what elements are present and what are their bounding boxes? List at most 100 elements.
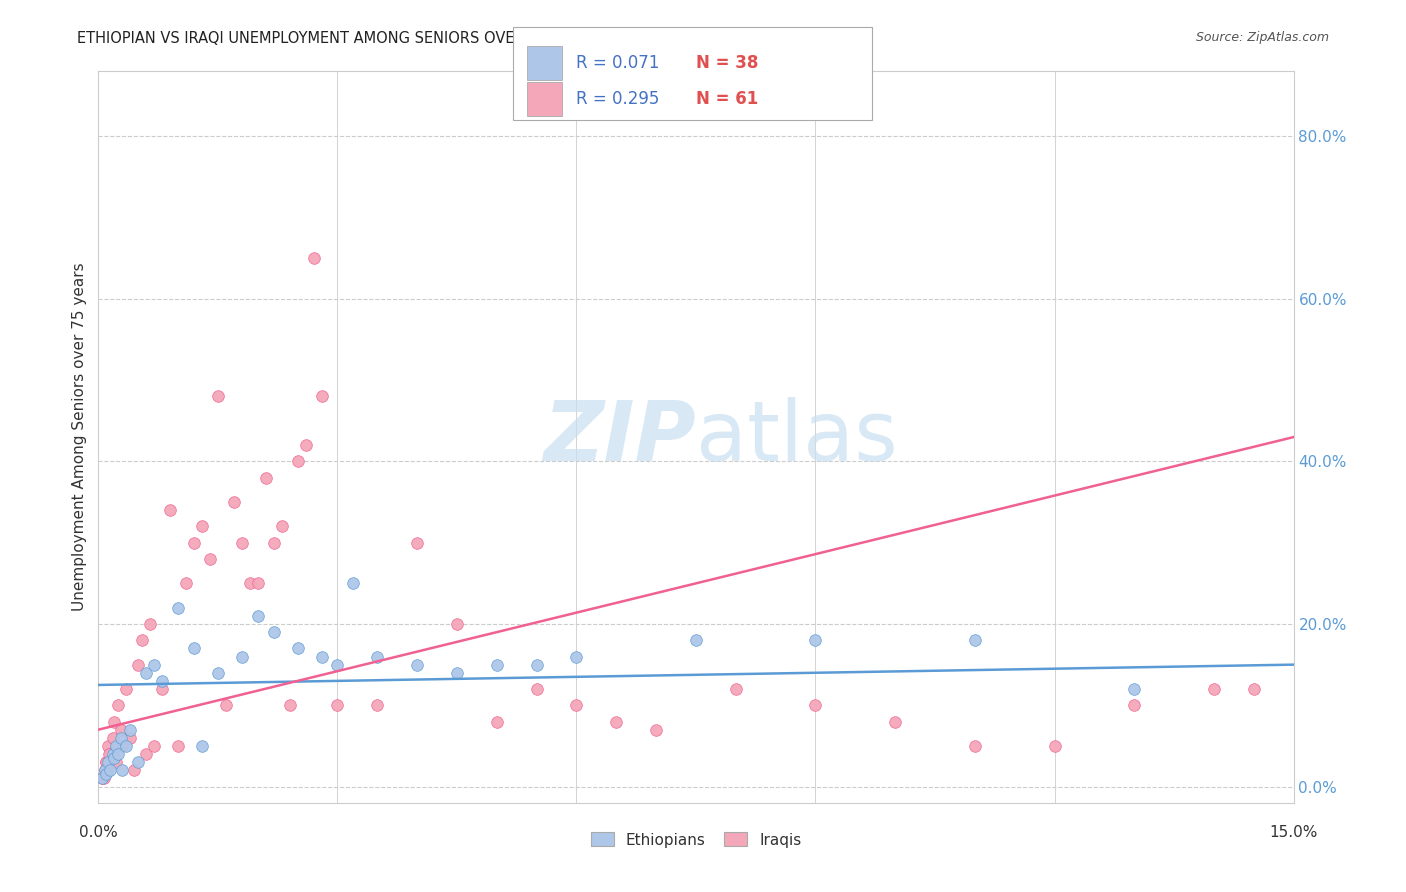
Point	[605, 714, 627, 729]
Point	[111, 739, 134, 753]
Point	[96, 764, 118, 778]
Point	[91, 772, 114, 786]
Point	[231, 535, 253, 549]
Point	[191, 519, 214, 533]
Point	[107, 747, 129, 761]
Point	[366, 649, 388, 664]
Point	[104, 755, 127, 769]
Point	[103, 714, 125, 729]
Text: ZIP: ZIP	[543, 397, 696, 477]
Point	[278, 698, 301, 713]
Point	[150, 673, 173, 688]
Point	[96, 767, 118, 781]
Point	[311, 649, 333, 664]
Point	[94, 764, 117, 778]
Point	[104, 739, 127, 753]
Point	[239, 576, 262, 591]
Point	[485, 657, 508, 672]
Point	[963, 633, 986, 648]
Point	[143, 739, 166, 753]
Point	[131, 633, 153, 648]
Point	[94, 764, 117, 778]
Text: N = 38: N = 38	[696, 54, 758, 72]
Point	[963, 739, 986, 753]
Point	[115, 681, 138, 696]
Point	[326, 657, 349, 672]
Text: ETHIOPIAN VS IRAQI UNEMPLOYMENT AMONG SENIORS OVER 75 YEARS CORRELATION CHART: ETHIOPIAN VS IRAQI UNEMPLOYMENT AMONG SE…	[77, 31, 763, 46]
Point	[98, 747, 122, 761]
Point	[254, 471, 277, 485]
Point	[263, 535, 285, 549]
Point	[1123, 681, 1146, 696]
Text: Source: ZipAtlas.com: Source: ZipAtlas.com	[1195, 31, 1329, 45]
Point	[183, 535, 205, 549]
Point	[93, 772, 115, 786]
Point	[120, 731, 142, 745]
Point	[115, 739, 138, 753]
Text: N = 61: N = 61	[696, 90, 758, 108]
Point	[107, 698, 129, 713]
Point	[207, 389, 229, 403]
Point	[94, 755, 117, 769]
Point	[97, 739, 120, 753]
Point	[167, 739, 190, 753]
Point	[270, 519, 292, 533]
Point	[485, 714, 508, 729]
Point	[135, 747, 157, 761]
Text: 15.0%: 15.0%	[1270, 825, 1317, 840]
Point	[120, 723, 142, 737]
Point	[804, 633, 827, 648]
Point	[215, 698, 238, 713]
Point	[645, 723, 668, 737]
Y-axis label: Unemployment Among Seniors over 75 years: Unemployment Among Seniors over 75 years	[72, 263, 87, 611]
Point	[526, 657, 548, 672]
Point	[96, 755, 118, 769]
Point	[446, 665, 468, 680]
Point	[231, 649, 253, 664]
Point	[526, 681, 548, 696]
Point	[1123, 698, 1146, 713]
Point	[565, 698, 588, 713]
Legend: Ethiopians, Iraqis: Ethiopians, Iraqis	[585, 826, 807, 854]
Point	[1243, 681, 1265, 696]
Point	[207, 665, 229, 680]
Point	[124, 764, 146, 778]
Point	[103, 751, 125, 765]
Point	[246, 576, 269, 591]
Point	[183, 641, 205, 656]
Point	[311, 389, 333, 403]
Point	[159, 503, 181, 517]
Text: R = 0.295: R = 0.295	[576, 90, 659, 108]
Point	[287, 454, 309, 468]
Point	[1043, 739, 1066, 753]
Point	[446, 617, 468, 632]
Point	[167, 600, 190, 615]
Point	[222, 495, 245, 509]
Point	[294, 438, 316, 452]
Point	[98, 764, 122, 778]
Point	[150, 681, 173, 696]
Point	[91, 772, 114, 786]
Point	[97, 747, 120, 761]
Point	[101, 747, 124, 761]
Point	[174, 576, 197, 591]
Text: atlas: atlas	[696, 397, 897, 477]
Point	[406, 657, 429, 672]
Point	[804, 698, 827, 713]
Point	[101, 731, 124, 745]
Point	[302, 252, 325, 266]
Point	[326, 698, 349, 713]
Point	[139, 617, 162, 632]
Point	[287, 641, 309, 656]
Point	[127, 657, 149, 672]
Point	[342, 576, 364, 591]
Point	[884, 714, 907, 729]
Point	[406, 535, 429, 549]
Point	[1202, 681, 1225, 696]
Point	[191, 739, 214, 753]
Point	[565, 649, 588, 664]
Point	[110, 723, 132, 737]
Point	[246, 608, 269, 623]
Point	[97, 755, 120, 769]
Point	[724, 681, 747, 696]
